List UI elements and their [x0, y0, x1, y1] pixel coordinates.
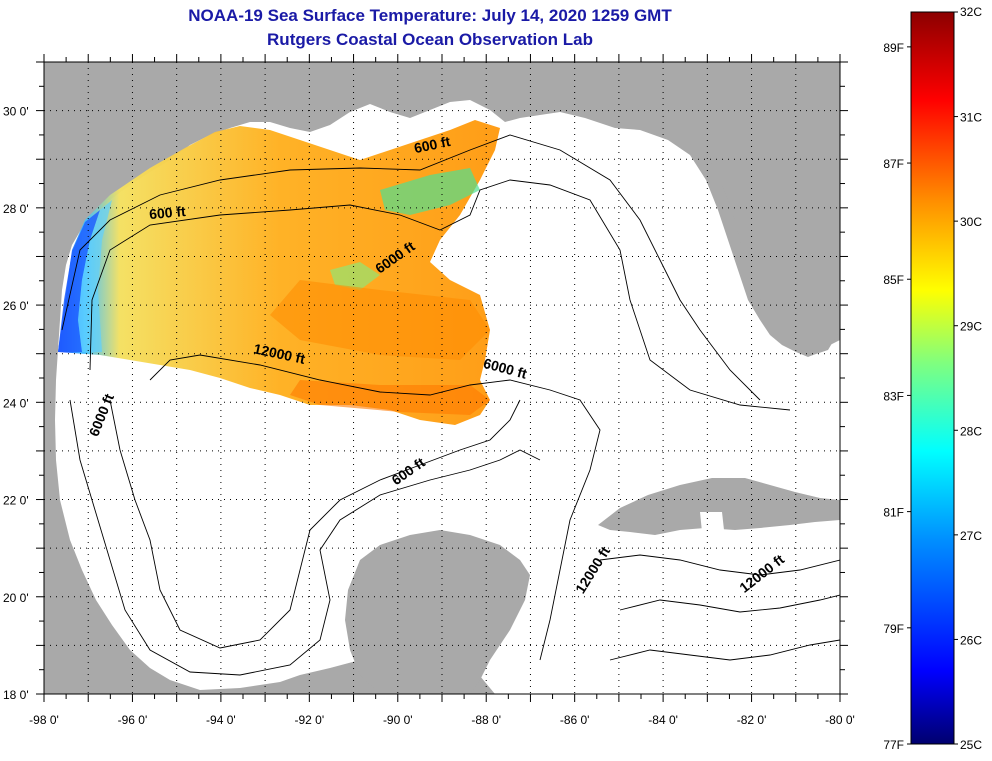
longitude-label: -92 0'	[295, 713, 325, 727]
isobath-lines	[61, 134, 840, 676]
colorbar-fahrenheit-label: 81F	[883, 506, 904, 520]
land-cuba	[598, 478, 840, 535]
colorbar-celsius-label: 26C	[960, 633, 982, 647]
colorbar-celsius-label: 30C	[960, 215, 982, 229]
colorbar-fahrenheit-labels: 89F 87F 85F 83F 81F 79F 77F	[883, 41, 911, 752]
colorbar	[910, 11, 955, 745]
map-title: NOAA-19 Sea Surface Temperature: July 14…	[188, 6, 672, 25]
latitude-label: 22 0'	[3, 494, 29, 508]
colorbar-fahrenheit-label: 83F	[883, 389, 904, 403]
latitude-label: 24 0'	[3, 396, 29, 410]
longitude-label: -80 0'	[825, 713, 855, 727]
colorbar-celsius-label: 29C	[960, 320, 982, 334]
colorbar-celsius-label: 32C	[960, 5, 982, 19]
colorbar-fahrenheit-label: 77F	[883, 738, 904, 752]
graticule	[44, 62, 840, 694]
longitude-label: -88 0'	[471, 713, 501, 727]
longitude-label: -98 0'	[29, 713, 59, 727]
colorbar-celsius-label: 28C	[960, 424, 982, 438]
land-yucatan	[345, 530, 530, 694]
longitude-label: -82 0'	[737, 713, 767, 727]
land-florida	[705, 62, 840, 356]
axis-ticks	[36, 54, 848, 702]
latitude-label: 30 0'	[3, 105, 29, 119]
latitude-label: 26 0'	[3, 299, 29, 313]
longitude-label: -86 0'	[560, 713, 590, 727]
longitude-label: -94 0'	[206, 713, 236, 727]
latitude-label: 18 0'	[3, 688, 29, 702]
isobath-label: 600 ft	[148, 203, 186, 222]
colorbar-celsius-label: 25C	[960, 738, 982, 752]
map-content	[44, 62, 840, 694]
colorbar-fahrenheit-label: 85F	[883, 273, 904, 287]
longitude-label: -84 0'	[648, 713, 678, 727]
colorbar-celsius-label: 31C	[960, 111, 982, 125]
latitude-label: 20 0'	[3, 591, 29, 605]
colorbar-fahrenheit-label: 89F	[883, 41, 904, 55]
colorbar-celsius-label: 27C	[960, 529, 982, 543]
isobath-label: 600 ft	[413, 133, 452, 156]
longitude-label: -96 0'	[118, 713, 148, 727]
longitude-labels: -98 0' -96 0' -94 0' -92 0' -90 0' -88 0' -86 …	[29, 713, 855, 727]
map-subtitle: Rutgers Coastal Ocean Observation Lab	[267, 30, 593, 49]
colorbar-fahrenheit-label: 87F	[883, 157, 904, 171]
longitude-label: -90 0'	[383, 713, 413, 727]
colorbar-fahrenheit-label: 79F	[883, 622, 904, 636]
colorbar-celsius-labels: 32C 31C 30C 29C 28C 27C 26C 25C	[954, 5, 982, 752]
latitude-label: 28 0'	[3, 202, 29, 216]
latitude-labels: 30 0' 28 0' 26 0' 24 0' 22 0' 20 0' 18 0'	[3, 105, 29, 702]
